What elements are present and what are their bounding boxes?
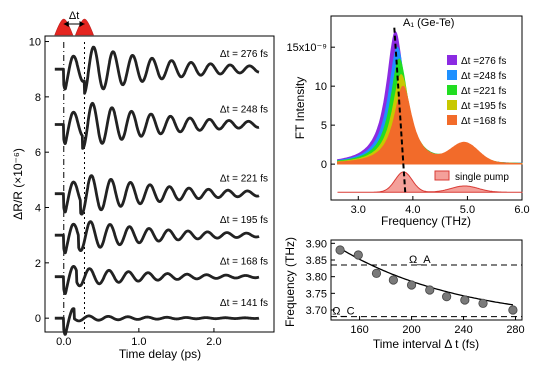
trace-label: Δt = 168 fs — [220, 257, 268, 268]
trace-label: Δt = 276 fs — [220, 49, 268, 60]
frequency-x-ticks: 160 200 240 280 — [350, 316, 525, 336]
x-tick-label: 5.0 — [460, 204, 475, 216]
x-tick-label: 280 — [506, 324, 524, 336]
data-point — [371, 268, 382, 278]
data-point — [388, 275, 398, 285]
reference-lines: Ω_A Ω_C — [331, 254, 522, 318]
trace-line — [53, 220, 260, 255]
legend-swatch — [447, 115, 457, 125]
spectrum-x-ticks: 3.0 4.0 5.0 6.0 — [351, 196, 530, 216]
spectrum-y-axis-label: FT Intensity — [293, 77, 307, 139]
pulse-delay-label: Δt — [69, 10, 79, 22]
y-tick-label: 0 — [35, 313, 41, 325]
spectrum-area — [337, 85, 523, 165]
x-tick-label: 200 — [402, 324, 420, 336]
x-tick-label: 160 — [350, 324, 368, 336]
peak-annotation: A₁ (Ge-Te) — [403, 17, 454, 29]
x-tick-label: 3.0 — [351, 204, 366, 216]
y-tick-label: 10 — [315, 81, 327, 93]
x-tick-label: 0.0 — [56, 336, 71, 348]
data-point — [460, 295, 470, 305]
y-tick-label: 6 — [35, 147, 41, 159]
single-pump-area — [337, 171, 523, 193]
data-point — [335, 245, 345, 255]
data-point — [442, 292, 452, 302]
peak-shift-line — [393, 27, 407, 193]
spectrum-plot-frame — [330, 15, 523, 201]
trace-label: Δt = 221 fs — [220, 174, 268, 185]
legend-label: Δt =276 fs — [461, 56, 506, 67]
omega-a-label: Ω_A — [409, 254, 431, 266]
frequency-panel: Ω_A Ω_C 3.70 3.75 3.80 3.85 3.90 160 200 240 280… — [283, 237, 525, 351]
spectrum-x-axis-label: Frequency (THz) — [381, 214, 471, 228]
y-tick-label: 3.90 — [306, 238, 327, 250]
trace-line — [53, 45, 260, 95]
left-y-ticks: 0 2 4 6 8 10 — [29, 37, 49, 325]
data-point — [353, 250, 363, 260]
omega-c-label: Ω_C — [332, 306, 354, 318]
spectrum-area — [337, 31, 523, 165]
pump-pulse — [75, 18, 94, 36]
data-point — [478, 298, 488, 308]
pulse-arrowheads — [63, 21, 85, 27]
data-point — [425, 285, 435, 295]
y-tick-label: 5 — [321, 120, 327, 132]
y-tick-label: 8 — [35, 92, 41, 104]
y-tick-label: 15x10⁻⁹ — [287, 42, 328, 54]
frequency-y-ticks: 3.70 3.75 3.80 3.85 3.90 — [306, 238, 335, 317]
spectrum-y-ticks: 0 5 10 15x10⁻⁹ — [287, 42, 335, 171]
y-tick-label: 3.85 — [306, 255, 327, 267]
left-plot-frame — [44, 35, 275, 333]
left-panel: 0 2 4 6 8 10 0.0 1.0 2.0 Δt = 141 fs Δt = 168 fs… — [11, 10, 275, 361]
y-tick-label: 3.75 — [306, 288, 327, 300]
data-point — [406, 280, 417, 290]
y-tick-label: 4 — [35, 203, 41, 215]
left-x-axis-label: Time delay (ps) — [119, 347, 201, 361]
x-tick-label: 4.0 — [405, 204, 420, 216]
left-x-ticks: 0.0 1.0 2.0 — [56, 328, 222, 348]
legend-swatch — [447, 100, 457, 110]
legend-swatch — [447, 70, 457, 80]
x-tick-label: 240 — [454, 324, 472, 336]
left-trace-labels: Δt = 141 fs Δt = 168 fs Δt = 195 fs Δt = 22… — [220, 49, 268, 309]
legend-label: Δt =195 fs — [461, 101, 506, 112]
left-y-axis-label: ΔR/R (×10⁻⁶) — [11, 148, 25, 220]
trace-label: Δt = 195 fs — [220, 215, 268, 226]
trace-line — [53, 265, 260, 295]
data-point — [508, 305, 518, 315]
legend-swatch — [447, 55, 457, 65]
legend-label: Δt =221 fs — [461, 86, 506, 97]
trace-line — [53, 174, 260, 216]
y-tick-label: 3.70 — [306, 305, 327, 317]
left-traces — [53, 42, 260, 336]
legend-swatch — [434, 170, 450, 181]
y-tick-label: 3.80 — [306, 272, 327, 284]
y-tick-label: 10 — [29, 37, 41, 49]
frequency-plot-frame — [330, 239, 523, 321]
legend-swatch — [447, 85, 457, 95]
frequency-points — [335, 245, 518, 315]
pump-pulses — [54, 18, 94, 36]
legend-label: single pump — [455, 172, 509, 183]
trace-line — [53, 307, 260, 336]
frequency-y-axis-label: Frequency (THz) — [283, 237, 297, 327]
spectrum-areas — [337, 27, 523, 193]
x-tick-label: 1.0 — [131, 336, 146, 348]
trace-line — [53, 101, 260, 150]
frequency-x-axis-label: Time interval Δ t (fs) — [373, 337, 479, 351]
y-tick-label: 0 — [321, 159, 327, 171]
legend-label: Δt =168 fs — [461, 116, 506, 127]
trace-label: Δt = 141 fs — [220, 298, 268, 309]
x-tick-label: 6.0 — [514, 204, 529, 216]
pump-pulse — [54, 18, 74, 36]
y-tick-label: 2 — [35, 258, 41, 270]
spectrum-legend: Δt =276 fs Δt =248 fs Δt =221 fs Δt =195 fs… — [434, 55, 509, 183]
x-tick-label: 2.0 — [206, 336, 221, 348]
legend-label: Δt =248 fs — [461, 71, 506, 82]
trace-label: Δt = 248 fs — [220, 105, 268, 116]
